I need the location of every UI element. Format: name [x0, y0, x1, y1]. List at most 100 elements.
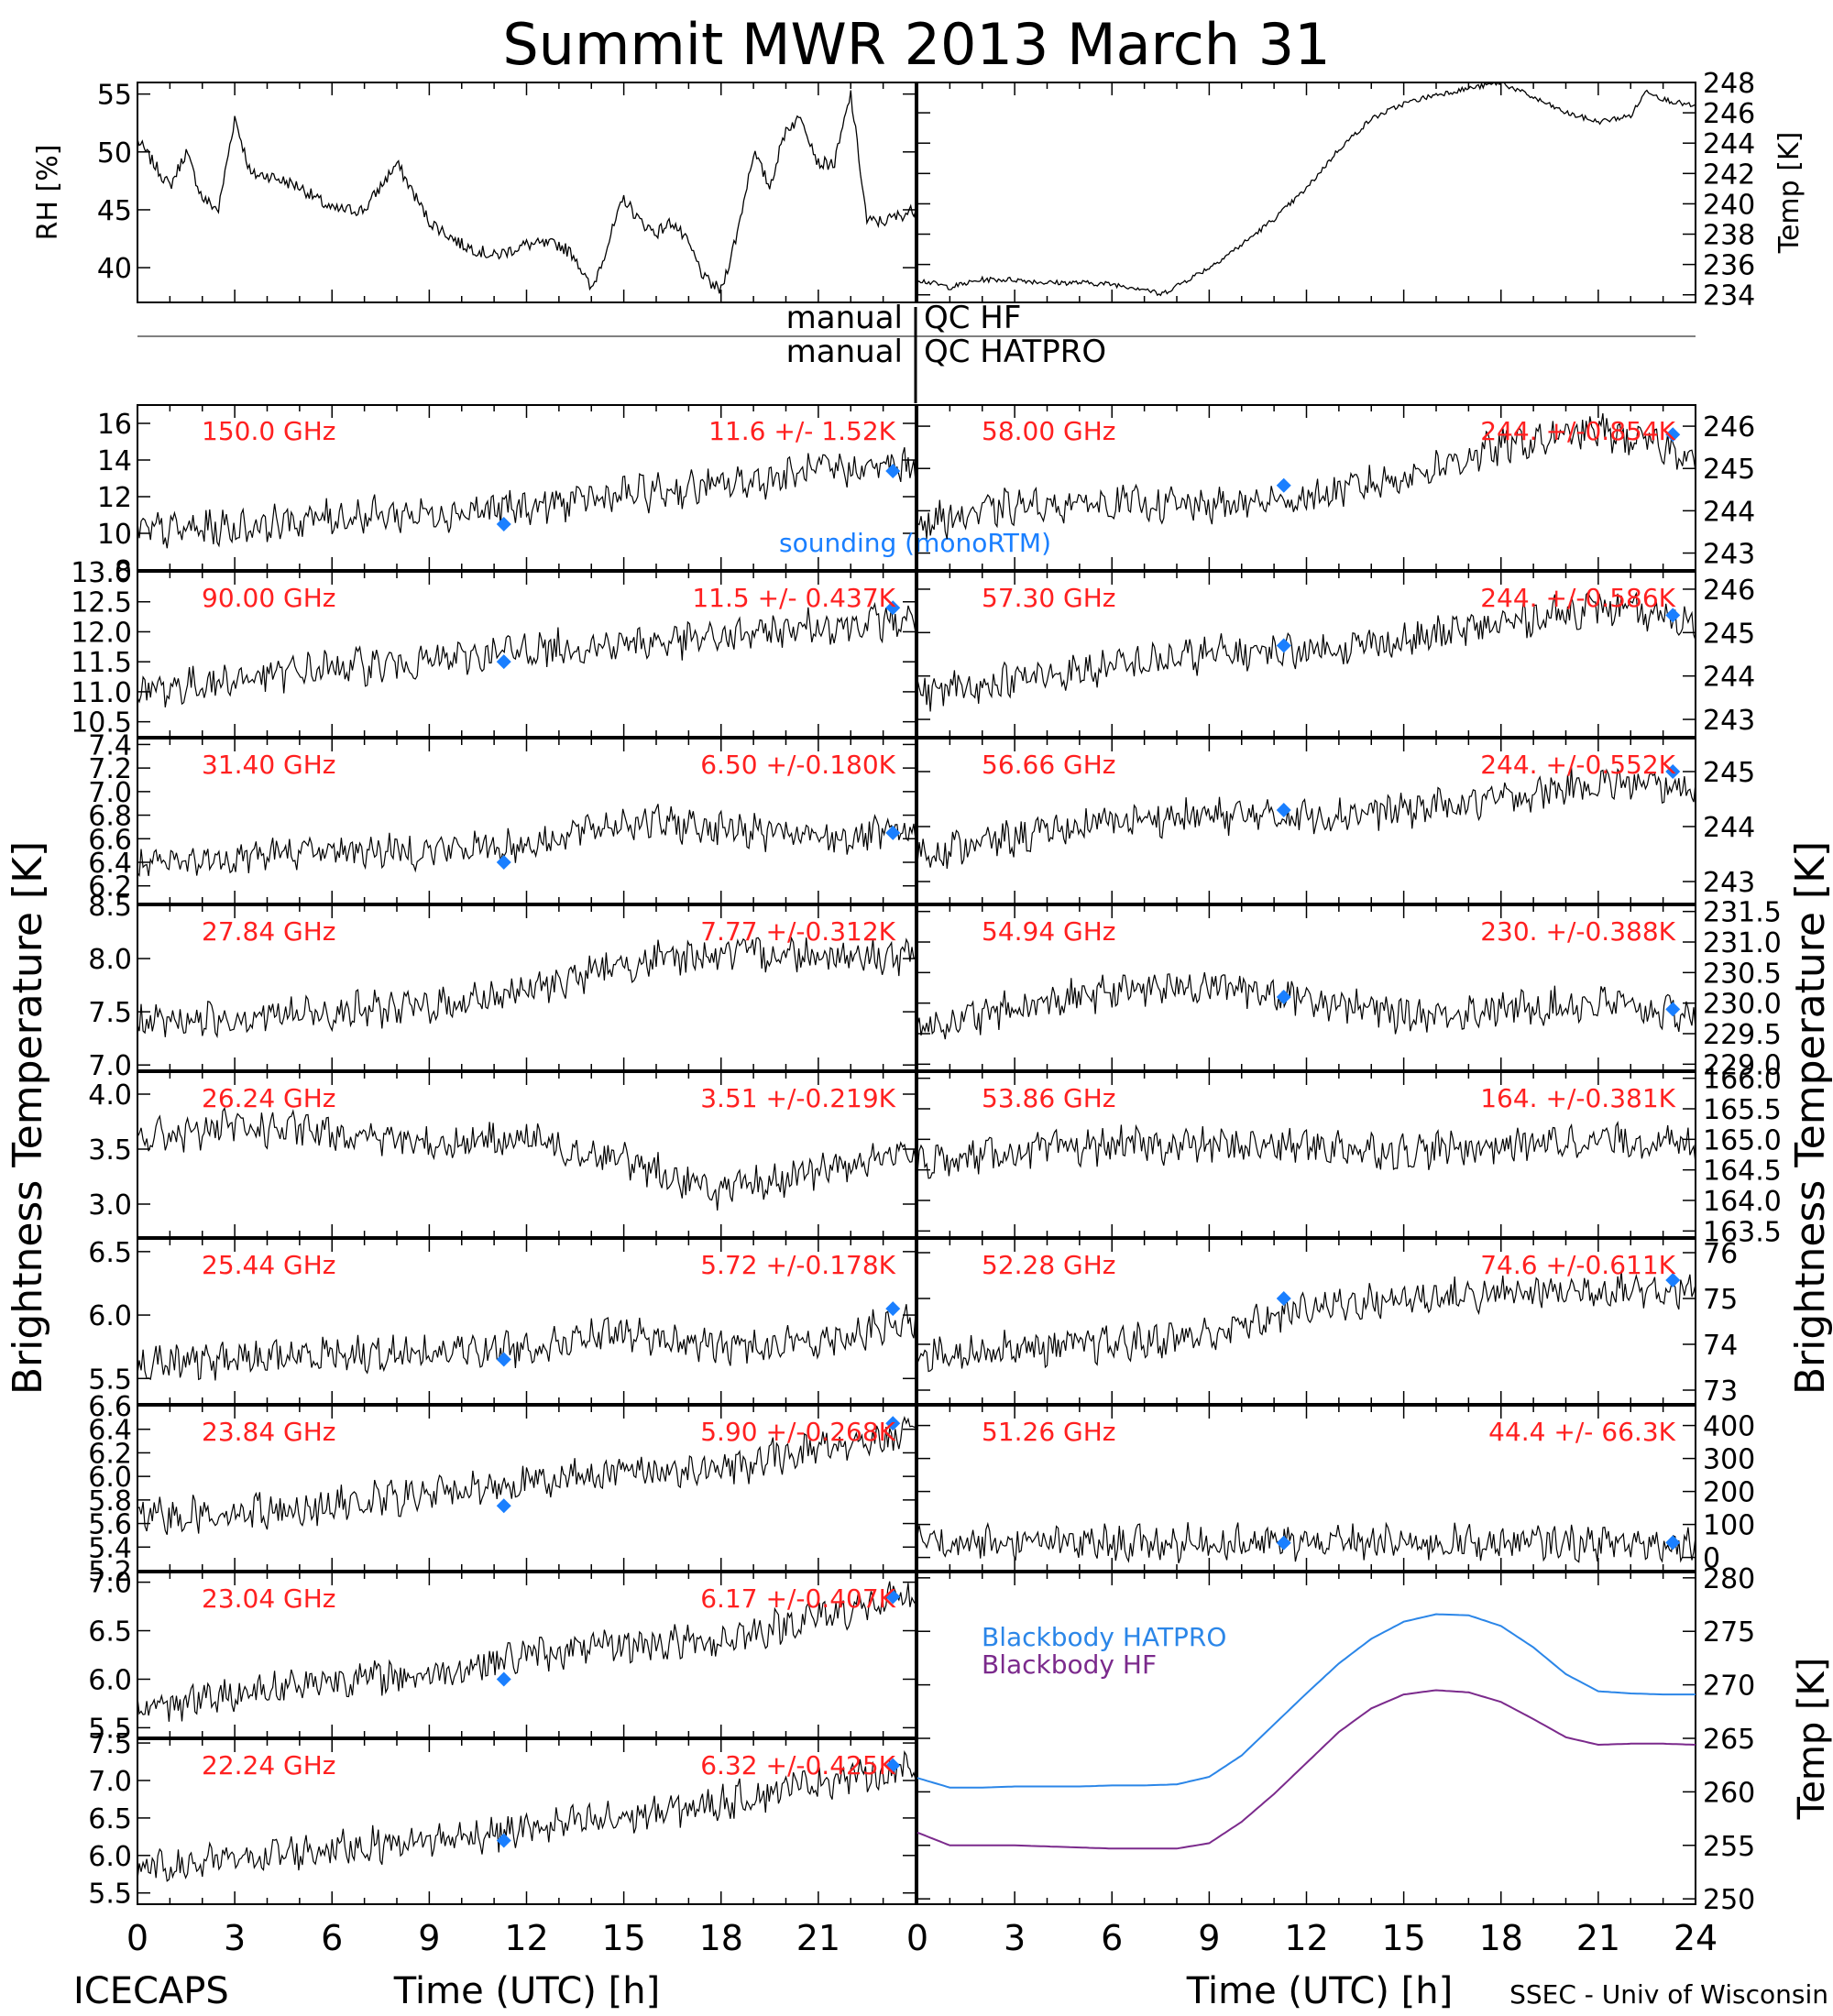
channel-panel-bt2624: 3.0 3.5 4.0 26.24 GHz 3.51 +/-0.219K	[88, 1071, 916, 1238]
x-tick-label: 24	[1674, 1918, 1718, 1958]
channel-stats: 7.77 +/-0.312K	[700, 916, 895, 947]
y-tick-label: 6.5	[88, 1616, 132, 1649]
y-tick-label: 6.5	[88, 1237, 132, 1269]
brightness-trace	[916, 971, 1696, 1040]
sounding-marker	[496, 1671, 511, 1687]
y-tick-label: 245	[1703, 757, 1755, 789]
y-tick-label: 6.5	[88, 1803, 132, 1835]
rh-line	[137, 90, 916, 294]
y-tick-label: 6.0	[88, 1462, 132, 1494]
sounding-marker	[496, 855, 511, 870]
channel-panel-bt2544: 5.5 6.0 6.5 25.44 GHz 5.72 +/-0.178K	[88, 1237, 916, 1405]
temp-label-group: Temp [K]	[1773, 132, 1806, 255]
channel-label: 52.28 GHz	[982, 1250, 1116, 1280]
qc-hatpro-right-label: QC HATPRO	[924, 334, 1106, 370]
temp-line	[916, 81, 1696, 297]
channel-label: 23.04 GHz	[202, 1583, 336, 1614]
channel-stats: 6.32 +/-0.425K	[700, 1750, 895, 1780]
channel-panel-bt2384: 5.25.45.65.86.06.26.46.6 23.84 GHz 5.90 +/…	[88, 1391, 916, 1588]
channel-stats: 11.6 +/- 1.52K	[708, 416, 895, 446]
blackbody-line	[916, 1689, 1696, 1850]
y-tick-label: 166.0	[1703, 1064, 1782, 1096]
y-tick-label: 244	[1703, 812, 1755, 844]
y-tick-label: 250	[1703, 1884, 1755, 1916]
y-tick-label: 5.6	[88, 1509, 132, 1541]
y-tick-label: 260	[1703, 1777, 1755, 1809]
y-tick-label: 74	[1703, 1330, 1738, 1362]
y-tick-label: 240	[1703, 189, 1755, 221]
y-tick-label: 6.2	[88, 1438, 132, 1470]
x-tick-label: 9	[418, 1918, 440, 1958]
y-tick-label: 12.5	[71, 587, 132, 619]
y-tick-label: 40	[97, 253, 132, 285]
brightness-trace	[137, 1581, 916, 1722]
y-tick-label: 6.0	[88, 1664, 132, 1696]
channel-stats: 164. +/-0.381K	[1480, 1083, 1675, 1113]
channel-panel-bt150: 8 10 12 14 16 150.0 GHz 11.6 +/- 1.52K	[97, 404, 916, 587]
brightness-trace	[916, 767, 1696, 870]
sounding-marker	[1665, 1002, 1681, 1017]
channel-stats: 74.6 +/-0.611K	[1480, 1250, 1675, 1280]
y-tick-label: 5.5	[88, 1364, 132, 1396]
x-tick-label: 0	[906, 1918, 928, 1958]
y-tick-label: 6.8	[88, 801, 132, 833]
y-tick-label: 246	[1703, 98, 1755, 130]
y-tick-label: 7.5	[88, 997, 132, 1029]
channel-label: 90.00 GHz	[202, 583, 336, 613]
y-tick-label: 16	[97, 409, 132, 441]
y-tick-label: 11.5	[71, 647, 132, 679]
sounding-marker	[885, 600, 901, 616]
y-tick-label: 8.0	[88, 944, 132, 976]
figure-title: Summit MWR 2013 March 31	[502, 11, 1330, 78]
y-tick-label: 165.0	[1703, 1124, 1782, 1156]
y-tick-label: 245	[1703, 618, 1755, 650]
channel-label: 51.26 GHz	[982, 1417, 1116, 1447]
y-tick-label: 45	[97, 195, 132, 227]
y-tick-label: 6.0	[88, 1300, 132, 1332]
channel-label: 56.66 GHz	[982, 750, 1116, 780]
y-tick-label: 6.4	[88, 1415, 132, 1447]
y-tick-label: 243	[1703, 539, 1755, 571]
sounding-marker	[496, 1352, 511, 1367]
x-tick-label: 6	[1101, 1918, 1123, 1958]
x-axis-label: Time (UTC) [h]	[1186, 1970, 1453, 2012]
blackbody-label-group: Temp [K]	[1791, 1658, 1833, 1821]
x-tick-label: 12	[504, 1918, 548, 1958]
brightness-trace	[916, 1270, 1696, 1373]
y-tick-label: 244	[1703, 496, 1755, 528]
brightness-trace	[137, 804, 916, 878]
panel-frame	[137, 82, 916, 303]
channel-stats: 244. +/-0.552K	[1480, 750, 1675, 780]
channel-label: 150.0 GHz	[202, 416, 336, 446]
x-tick-label: 15	[601, 1918, 645, 1958]
channel-panel-bt3140: 6.26.46.66.87.07.27.4 31.40 GHz 6.50 +/-0.…	[88, 729, 916, 904]
sounding-marker	[1276, 477, 1291, 493]
x-tick-label: 21	[1576, 1918, 1620, 1958]
blackbody-line	[916, 1613, 1696, 1789]
sounding-marker	[885, 1416, 901, 1431]
y-tick-label: 248	[1703, 68, 1755, 100]
brightness-trace	[137, 1749, 916, 1882]
y-tick-label: 234	[1703, 280, 1755, 312]
y-tick-label: 3.0	[88, 1189, 132, 1222]
blackbody-axis-label: Temp [K]	[1791, 1658, 1833, 1821]
channel-label: 58.00 GHz	[982, 416, 1116, 446]
y-tick-label: 243	[1703, 705, 1755, 737]
y-tick-label: 5.4	[88, 1532, 132, 1564]
sounding-marker	[885, 1301, 901, 1317]
y-tick-label: 10	[97, 519, 132, 551]
y-tick-label: 75	[1703, 1284, 1738, 1316]
y-tick-label: 5.5	[88, 1879, 132, 1911]
y-tick-label: 13.0	[71, 557, 132, 589]
sounding-marker	[1276, 638, 1291, 653]
brightness-trace	[137, 1106, 916, 1211]
y-tick-label: 3.5	[88, 1134, 132, 1167]
y-tick-label: 6.6	[88, 824, 132, 856]
y-tick-label: 50	[97, 137, 132, 170]
channel-label: 57.30 GHz	[982, 583, 1116, 613]
y-tick-label: 236	[1703, 250, 1755, 282]
channel-label: 54.94 GHz	[982, 916, 1116, 947]
